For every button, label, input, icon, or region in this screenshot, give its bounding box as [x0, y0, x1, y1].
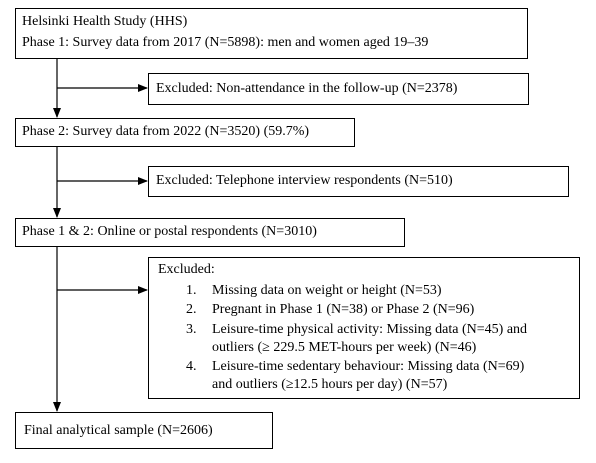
- item-number: 2.: [186, 302, 197, 317]
- exclusion-text: Excluded: Non-attendance in the follow-u…: [156, 81, 458, 96]
- box-text: Final analytical sample (N=2606): [24, 423, 213, 438]
- box-text: Phase 1: Survey data from 2017 (N=5898):…: [22, 35, 428, 50]
- item-number: 1.: [186, 283, 197, 298]
- box-text: Phase 1 & 2: Online or postal respondent…: [22, 224, 317, 239]
- item-text: Pregnant in Phase 1 (N=38) or Phase 2 (N…: [212, 302, 475, 317]
- exclusion-box: [148, 166, 569, 197]
- exclusion-box: [148, 257, 580, 399]
- item-text: outliers (≥ 229.5 MET-hours per week) (N…: [212, 340, 477, 355]
- exclusion-text: Excluded: Telephone interview respondent…: [156, 173, 453, 188]
- item-text: and outliers (≥12.5 hours per day) (N=57…: [212, 377, 448, 392]
- item-number: 4.: [186, 359, 197, 374]
- item-text: Leisure-time sedentary behaviour: Missin…: [212, 359, 525, 374]
- exclusion-box: [148, 73, 529, 105]
- box: [15, 8, 528, 59]
- box: [15, 412, 273, 449]
- box: [15, 218, 405, 247]
- item-text: Missing data on weight or height (N=53): [212, 283, 442, 298]
- box-text: Helsinki Health Study (HHS): [22, 14, 188, 29]
- box: [15, 118, 355, 147]
- exclusion-heading: Excluded:: [158, 262, 215, 277]
- item-number: 3.: [186, 322, 197, 337]
- item-text: Leisure-time physical activity: Missing …: [212, 322, 527, 337]
- box-text: Phase 2: Survey data from 2022 (N=3520) …: [22, 124, 309, 139]
